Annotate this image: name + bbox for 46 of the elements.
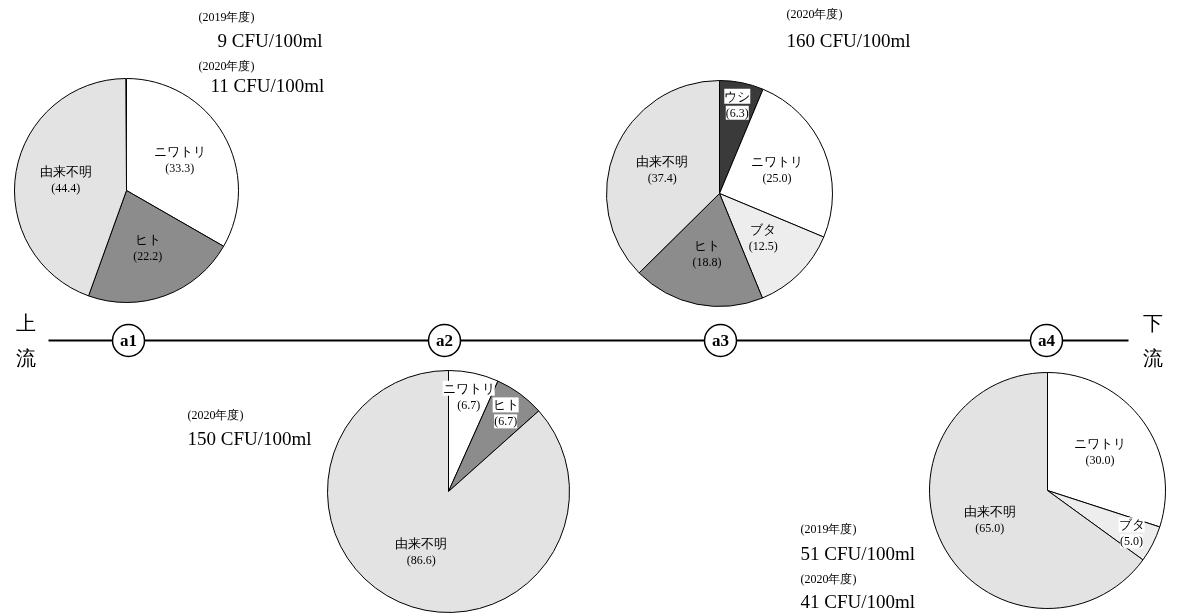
- text: (2020年度): [786, 6, 843, 21]
- slice-label: ヒト: [694, 238, 721, 254]
- text: 下流: [1142, 311, 1163, 370]
- text: 上流: [15, 311, 36, 370]
- text: (2020年度): [187, 407, 244, 422]
- slice-label: ヒト: [134, 232, 161, 248]
- data-label: (65.0): [975, 520, 1005, 535]
- slice-label: ヒト: [492, 397, 519, 413]
- text: 9 CFU/100ml: [217, 30, 323, 51]
- data-label: (37.4): [647, 170, 677, 185]
- data-label: (5.0): [1120, 534, 1144, 549]
- slice-label: 由来不明: [395, 536, 448, 552]
- data-label: (25.0): [762, 170, 792, 185]
- data-label: (12.5): [748, 238, 778, 253]
- text: (2020年度): [800, 571, 857, 586]
- slice-label: ウシ: [724, 88, 751, 104]
- text: (2019年度): [198, 9, 255, 24]
- text: (2020年度): [198, 58, 255, 73]
- slice-label: ブタ: [1118, 517, 1145, 533]
- text: 11 CFU/100ml: [210, 75, 325, 96]
- slice-label: 由来不明: [963, 503, 1016, 519]
- text: 150 CFU/100ml: [187, 428, 312, 449]
- data-label: (6.7): [494, 414, 518, 429]
- slice-label: ニワトリ: [442, 380, 495, 396]
- data-label: (6.7): [457, 397, 481, 412]
- chart-title: a4: [1038, 331, 1056, 350]
- slice-label: ブタ: [750, 221, 777, 237]
- text: 41 CFU/100ml: [800, 591, 916, 612]
- text: a1: [120, 331, 137, 350]
- chart-title: a2: [436, 331, 453, 350]
- text: 51 CFU/100ml: [800, 543, 916, 564]
- slice-label: 由来不明: [39, 164, 92, 180]
- data-label: (44.4): [51, 181, 81, 196]
- data-label: (86.6): [406, 553, 436, 568]
- text: 160 CFU/100ml: [786, 30, 911, 51]
- data-label: (6.3): [725, 105, 749, 120]
- data-label: (33.3): [165, 160, 195, 175]
- slice-label: ニワトリ: [1074, 436, 1127, 452]
- slice-label: 由来不明: [636, 153, 689, 169]
- data-label: (22.2): [133, 249, 163, 264]
- slice-label: ニワトリ: [750, 153, 803, 169]
- slice-label: ニワトリ: [153, 143, 206, 159]
- text: (2019年度): [800, 521, 857, 536]
- data-label: (18.8): [692, 255, 722, 270]
- data-label: (30.0): [1085, 453, 1115, 468]
- text: a3: [712, 331, 729, 350]
